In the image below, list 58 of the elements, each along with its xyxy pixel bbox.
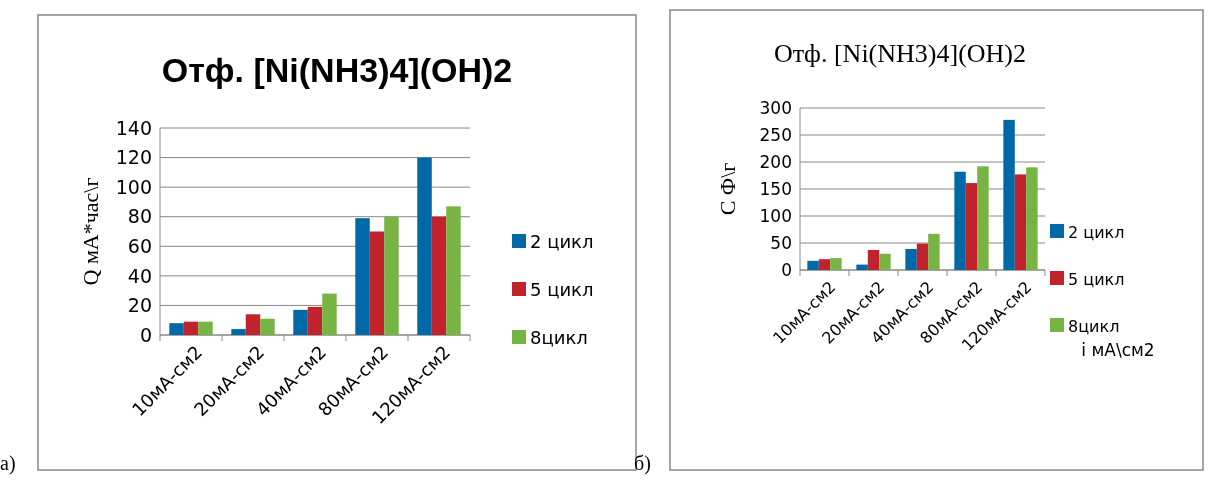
chart-title: Отф. [Ni(NH3)4](OH)2 <box>161 51 513 89</box>
bar <box>431 216 447 335</box>
legend-label: 8цикл <box>530 327 588 349</box>
text: а) <box>0 452 16 475</box>
bar <box>260 318 275 335</box>
bar <box>384 216 399 335</box>
bar <box>977 166 989 270</box>
bar <box>245 314 261 335</box>
y-tick-label: 100 <box>759 205 792 226</box>
x-axis-title: i мА\см2 <box>1081 340 1155 360</box>
bar <box>916 243 929 270</box>
y-tick-label: 300 <box>759 97 792 118</box>
bar <box>807 260 819 270</box>
y-tick-label: 140 <box>115 116 152 139</box>
legend-label: 8цикл <box>1068 316 1120 336</box>
bar <box>169 323 184 335</box>
bar <box>231 329 246 335</box>
bar <box>322 293 337 335</box>
y-axis-title: Q мА*час\г <box>78 177 103 286</box>
bar <box>856 264 868 270</box>
y-tick-label: 120 <box>115 146 152 169</box>
bar <box>905 248 917 270</box>
y-tick-label: 40 <box>127 264 152 287</box>
y-tick-label: 100 <box>115 175 152 198</box>
bar <box>198 321 213 335</box>
y-tick-label: 80 <box>127 205 152 228</box>
bar <box>355 218 370 335</box>
bar <box>965 183 978 270</box>
chart-title: Отф. [Ni(NH3)4](OH)2 <box>773 39 1027 68</box>
bar <box>1003 119 1015 270</box>
bar <box>293 309 308 335</box>
y-tick-label: 20 <box>127 294 152 317</box>
y-tick-label: 150 <box>759 178 792 199</box>
bar <box>446 206 461 335</box>
legend-label: 2 цикл <box>1068 222 1125 242</box>
bar <box>928 233 940 270</box>
legend-label: 5 цикл <box>530 279 594 301</box>
bar <box>369 231 385 335</box>
legend-label: 5 цикл <box>1068 269 1125 289</box>
bar <box>879 253 891 270</box>
y-tick-label: 60 <box>127 234 152 257</box>
bar <box>1014 174 1027 270</box>
bar <box>954 171 966 270</box>
y-tick-label: 0 <box>139 323 152 346</box>
bar <box>1026 167 1038 270</box>
y-tick-label: 0 <box>781 259 792 280</box>
bar <box>867 250 880 270</box>
y-axis-title: С Ф\г <box>715 162 740 216</box>
bar <box>818 259 831 270</box>
bar <box>183 321 199 335</box>
legend-label: 2 цикл <box>530 231 594 253</box>
y-tick-label: 200 <box>759 151 792 172</box>
y-tick-label: 50 <box>770 232 792 253</box>
y-tick-label: 250 <box>759 124 792 145</box>
bar <box>307 306 323 335</box>
bar <box>417 157 432 335</box>
bar <box>830 258 842 270</box>
text: б) <box>634 452 651 475</box>
